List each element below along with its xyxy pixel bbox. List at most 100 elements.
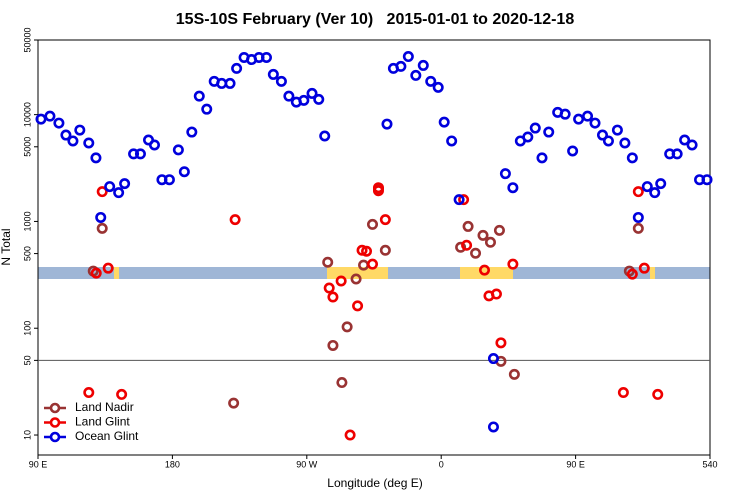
point xyxy=(582,110,594,122)
point xyxy=(455,241,467,253)
point xyxy=(67,135,79,147)
legend-label: Ocean Glint xyxy=(75,429,139,443)
point xyxy=(679,134,691,146)
legend-marker xyxy=(49,402,61,414)
point xyxy=(96,222,108,234)
point xyxy=(626,268,638,280)
point xyxy=(96,186,108,198)
point xyxy=(74,124,86,136)
point xyxy=(267,68,279,80)
point xyxy=(102,262,114,274)
point xyxy=(83,137,95,149)
point xyxy=(178,166,190,178)
point xyxy=(529,122,541,134)
point xyxy=(701,174,713,186)
point xyxy=(148,139,160,151)
y-axis-label: N Total xyxy=(0,228,13,265)
legend-marker xyxy=(49,417,61,428)
point xyxy=(361,245,373,257)
point xyxy=(522,131,534,143)
point xyxy=(432,81,444,93)
point xyxy=(313,93,325,105)
x-tick-label: 180 xyxy=(165,459,180,469)
point xyxy=(229,214,241,226)
point xyxy=(224,77,236,89)
point xyxy=(536,152,548,164)
point xyxy=(323,282,335,294)
legend-label: Land Nadir xyxy=(75,400,134,414)
y-tick-label: 500 xyxy=(22,246,32,261)
y-tick-label: 100 xyxy=(22,321,32,336)
point xyxy=(319,130,331,142)
point xyxy=(686,139,698,151)
point xyxy=(116,388,128,400)
point xyxy=(410,69,422,81)
point xyxy=(438,116,450,128)
point xyxy=(402,51,414,63)
point xyxy=(298,94,310,106)
point xyxy=(113,187,125,199)
point xyxy=(487,421,499,433)
point xyxy=(619,137,631,149)
point xyxy=(395,60,407,72)
point xyxy=(632,222,644,234)
point xyxy=(228,397,240,409)
point xyxy=(484,236,496,248)
legend-marker xyxy=(49,431,61,443)
x-tick-label: 0 xyxy=(439,459,444,469)
point xyxy=(306,87,318,99)
legend-label: Land Glint xyxy=(75,415,130,429)
point xyxy=(260,51,272,63)
point xyxy=(163,174,175,186)
point xyxy=(573,113,585,125)
point xyxy=(275,75,287,87)
x-tick-label: 90 E xyxy=(29,459,48,469)
point xyxy=(44,110,56,122)
point xyxy=(477,229,489,241)
point xyxy=(60,129,72,141)
point xyxy=(379,214,391,226)
point xyxy=(458,194,470,206)
x-axis-label: Longitude (deg E) xyxy=(327,476,422,490)
point xyxy=(507,258,519,270)
point xyxy=(479,264,491,276)
point xyxy=(327,291,339,303)
point xyxy=(186,126,198,138)
point xyxy=(35,113,47,125)
y-tick-label: 10 xyxy=(22,430,32,440)
point xyxy=(490,288,502,300)
point xyxy=(341,321,353,333)
point xyxy=(543,126,555,138)
point xyxy=(567,145,579,157)
point xyxy=(507,182,519,194)
point xyxy=(367,258,379,270)
point xyxy=(372,185,384,197)
point xyxy=(626,152,638,164)
y-tick-label: 1000 xyxy=(22,211,32,231)
point xyxy=(470,247,482,259)
land-segment xyxy=(327,267,388,279)
point xyxy=(652,388,664,400)
point xyxy=(602,135,614,147)
point xyxy=(367,218,379,230)
point xyxy=(617,387,629,399)
point xyxy=(336,377,348,389)
point xyxy=(95,211,107,223)
point xyxy=(322,256,334,268)
x-tick-label: 90 W xyxy=(296,459,318,469)
point xyxy=(508,368,520,380)
point xyxy=(172,144,184,156)
point xyxy=(655,178,667,190)
point xyxy=(358,259,370,271)
point xyxy=(417,59,429,71)
point xyxy=(596,129,608,141)
y-tick-label: 5000 xyxy=(22,137,32,157)
point xyxy=(589,117,601,129)
land-band xyxy=(38,267,710,279)
point xyxy=(461,239,473,251)
point xyxy=(446,135,458,147)
point xyxy=(453,194,465,206)
point xyxy=(462,220,474,232)
x-tick-label: 90 E xyxy=(566,459,585,469)
